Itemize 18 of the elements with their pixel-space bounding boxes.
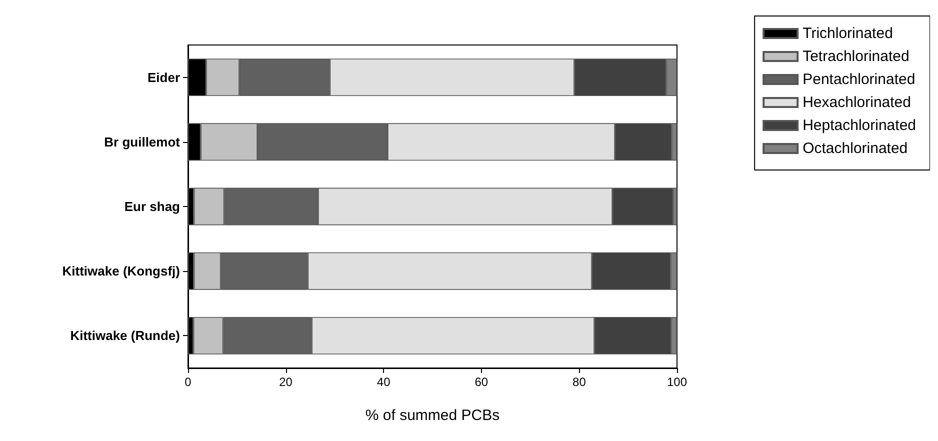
- y-tick-label: Br guillemot: [104, 134, 181, 150]
- y-tick-label: Kittiwake (Kongsfj): [62, 264, 180, 279]
- x-tick-label: 40: [376, 375, 391, 389]
- x-tick-label: 0: [184, 375, 192, 389]
- y-tick-label: Eur shag: [124, 199, 180, 214]
- x-tick-label: 60: [474, 375, 488, 389]
- x-tick-label: 20: [279, 375, 293, 389]
- legend-label: Hexachlorinated: [802, 94, 911, 111]
- y-tick-label: Eider: [147, 70, 180, 85]
- x-tick-label: 100: [666, 375, 688, 389]
- legend-label: Octachlorinated: [802, 140, 908, 157]
- legend-label: Trichlorinated: [802, 25, 893, 42]
- x-tick-label: 80: [572, 375, 586, 389]
- legend-label: Heptachlorinated: [802, 117, 916, 134]
- y-tick-label: Kittiwake (Runde): [70, 328, 180, 344]
- legend-label: Tetrachlorinated: [802, 48, 910, 65]
- legend-label: Pentachlorinated: [802, 71, 916, 88]
- x-axis-title: % of summed PCBs: [365, 407, 500, 424]
